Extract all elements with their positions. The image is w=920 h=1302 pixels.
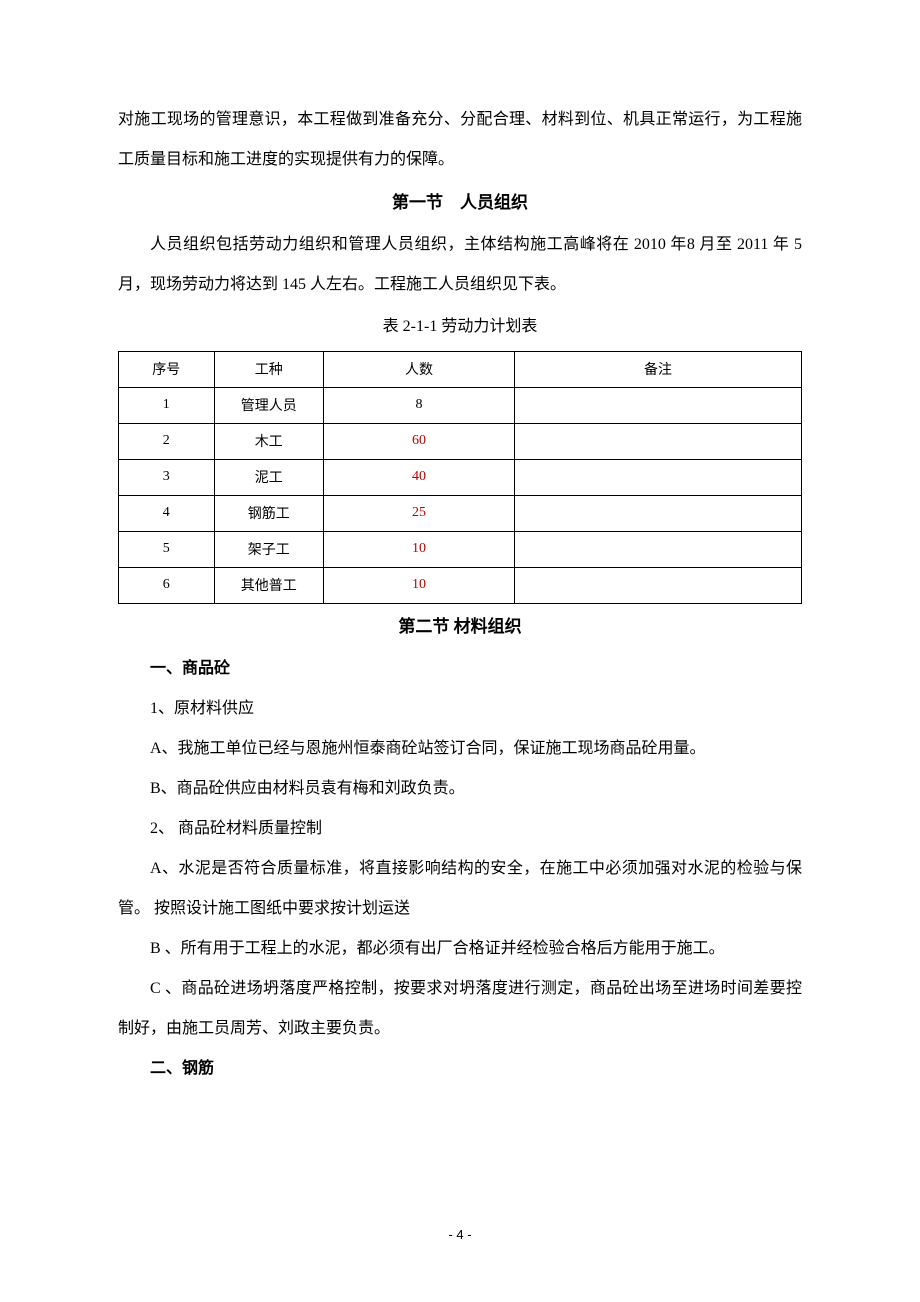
th-type: 工种 bbox=[214, 351, 323, 387]
cell-note bbox=[515, 531, 802, 567]
table-row: 2木工60 bbox=[119, 423, 802, 459]
cell-note bbox=[515, 459, 802, 495]
cell-seq: 3 bbox=[119, 459, 215, 495]
cell-note bbox=[515, 495, 802, 531]
cell-seq: 5 bbox=[119, 531, 215, 567]
paragraph-section1: 人员组织包括劳动力组织和管理人员组织，主体结构施工高峰将在 2010 年8 月至… bbox=[118, 225, 802, 305]
para-1-2: 2、 商品砼材料质量控制 bbox=[118, 809, 802, 849]
para-2-A: A、水泥是否符合质量标准，将直接影响结构的安全，在施工中必须加强对水泥的检验与保… bbox=[118, 849, 802, 929]
para-1-1: 1、原材料供应 bbox=[118, 689, 802, 729]
cell-count: 40 bbox=[323, 459, 514, 495]
section-1-heading: 第一节 人员组织 bbox=[118, 184, 802, 221]
para-1-A: A、我施工单位已经与恩施州恒泰商砼站签订合同，保证施工现场商品砼用量。 bbox=[118, 729, 802, 769]
table-header-row: 序号 工种 人数 备注 bbox=[119, 351, 802, 387]
cell-seq: 1 bbox=[119, 387, 215, 423]
paragraph-intro: 对施工现场的管理意识，本工程做到准备充分、分配合理、材料到位、机具正常运行，为工… bbox=[118, 100, 802, 180]
cell-note bbox=[515, 423, 802, 459]
cell-note bbox=[515, 567, 802, 603]
cell-count: 25 bbox=[323, 495, 514, 531]
cell-type: 木工 bbox=[214, 423, 323, 459]
cell-type: 其他普工 bbox=[214, 567, 323, 603]
cell-count: 10 bbox=[323, 531, 514, 567]
th-count: 人数 bbox=[323, 351, 514, 387]
cell-type: 管理人员 bbox=[214, 387, 323, 423]
table-row: 4钢筋工25 bbox=[119, 495, 802, 531]
cell-seq: 4 bbox=[119, 495, 215, 531]
cell-type: 架子工 bbox=[214, 531, 323, 567]
cell-seq: 6 bbox=[119, 567, 215, 603]
document-page: 对施工现场的管理意识，本工程做到准备充分、分配合理、材料到位、机具正常运行，为工… bbox=[0, 0, 920, 1089]
cell-count: 8 bbox=[323, 387, 514, 423]
table-caption: 表 2-1-1 劳动力计划表 bbox=[118, 309, 802, 344]
para-2-C: C 、商品砼进场坍落度严格控制，按要求对坍落度进行测定，商品砼出场至进场时间差要… bbox=[118, 969, 802, 1049]
cell-type: 钢筋工 bbox=[214, 495, 323, 531]
subheading-2: 二、钢筋 bbox=[118, 1049, 802, 1089]
cell-count: 60 bbox=[323, 423, 514, 459]
table-row: 3泥工40 bbox=[119, 459, 802, 495]
para-1-B: B、商品砼供应由材料员袁有梅和刘政负责。 bbox=[118, 769, 802, 809]
labor-plan-table: 序号 工种 人数 备注 1管理人员82木工603泥工404钢筋工255架子工10… bbox=[118, 351, 802, 604]
table-row: 1管理人员8 bbox=[119, 387, 802, 423]
th-note: 备注 bbox=[515, 351, 802, 387]
cell-type: 泥工 bbox=[214, 459, 323, 495]
cell-count: 10 bbox=[323, 567, 514, 603]
table-row: 5架子工10 bbox=[119, 531, 802, 567]
th-seq: 序号 bbox=[119, 351, 215, 387]
cell-seq: 2 bbox=[119, 423, 215, 459]
para-2-B: B 、所有用于工程上的水泥，都必须有出厂合格证并经检验合格后方能用于施工。 bbox=[118, 929, 802, 969]
section-2-heading: 第二节 材料组织 bbox=[118, 608, 802, 645]
cell-note bbox=[515, 387, 802, 423]
page-number: - 4 - bbox=[0, 1227, 920, 1242]
table-row: 6其他普工10 bbox=[119, 567, 802, 603]
subheading-1: 一、商品砼 bbox=[118, 649, 802, 689]
